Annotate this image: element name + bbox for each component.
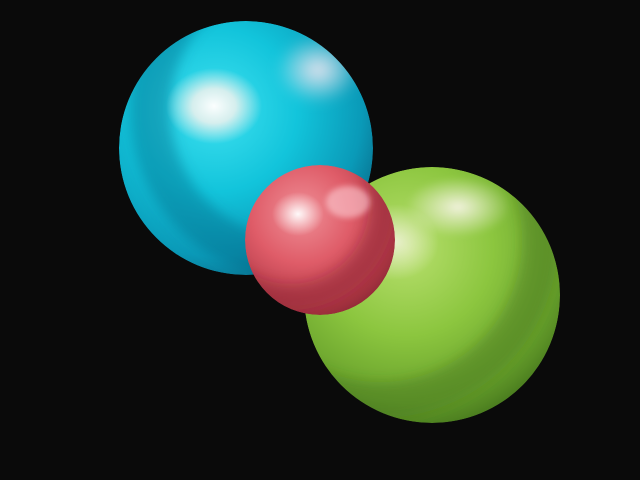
red-sphere [245,165,395,315]
